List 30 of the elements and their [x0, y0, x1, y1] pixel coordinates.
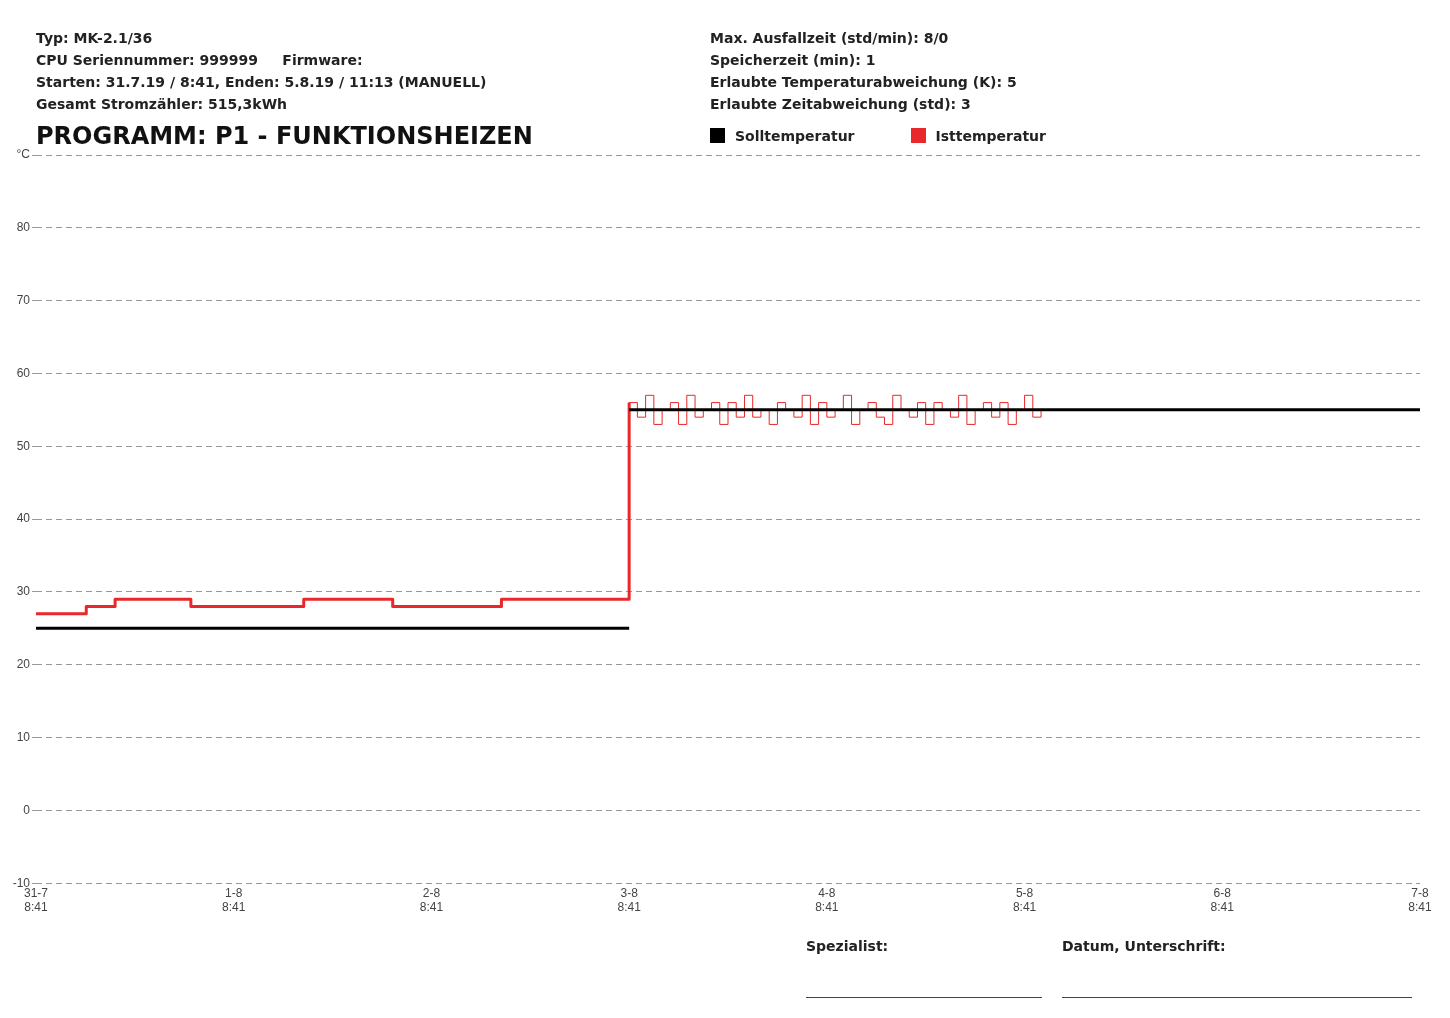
- legend-label: Solltemperatur: [734, 128, 855, 144]
- x-tick-label: 7-8 8:41: [1408, 885, 1432, 915]
- y-tick-label: 80: [16, 220, 31, 235]
- text: Gesamt Stromzähler: 515,3kWh: [36, 95, 288, 114]
- text: Spezialist:: [806, 937, 889, 956]
- y-tick-label: 20: [16, 657, 31, 672]
- x-tick-label: 5-8 8:41: [1012, 885, 1037, 915]
- legend-label: Isttemperatur: [934, 128, 1046, 144]
- y-tick-label: 60: [16, 365, 31, 380]
- x-tick-label: 6-8 8:41: [1210, 885, 1235, 915]
- x-tick-label: 3-8 8:41: [617, 885, 642, 915]
- chart-title: PROGRAMM: P1 - FUNKTIONSHEIZEN: [36, 122, 533, 150]
- y-tick-label: 10: [16, 729, 31, 744]
- text: Max. Ausfallzeit (std/min): 8/0: [710, 29, 949, 48]
- text: Typ: MK-2.1/36: [36, 29, 153, 48]
- x-tick-label: 1-8 8:41: [222, 885, 246, 915]
- text: CPU Seriennummer: 999999 Firmware:: [36, 51, 363, 70]
- y-tick-label: 50: [16, 438, 31, 453]
- y-tick-label: 70: [16, 292, 31, 307]
- y-tick-label: °C: [16, 147, 31, 162]
- y-tick-label: 0: [23, 802, 31, 817]
- x-tick-label: 4-8 8:41: [815, 885, 839, 915]
- y-tick-label: 30: [16, 584, 31, 599]
- y-tick-label: 40: [16, 511, 31, 526]
- text: Starten: 31.7.19 / 8:41, Enden: 5.8.19 / 11:13 (MANUELL): [36, 73, 487, 92]
- x-tick-label: 2-8 8:41: [419, 885, 444, 915]
- text: Erlaubte Temperaturabweichung (K): 5: [710, 73, 1017, 92]
- text: Erlaubte Zeitabweichung (std): 3: [710, 95, 971, 114]
- text: Datum, Unterschrift:: [1062, 937, 1226, 956]
- text: Speicherzeit (min): 1: [710, 51, 876, 70]
